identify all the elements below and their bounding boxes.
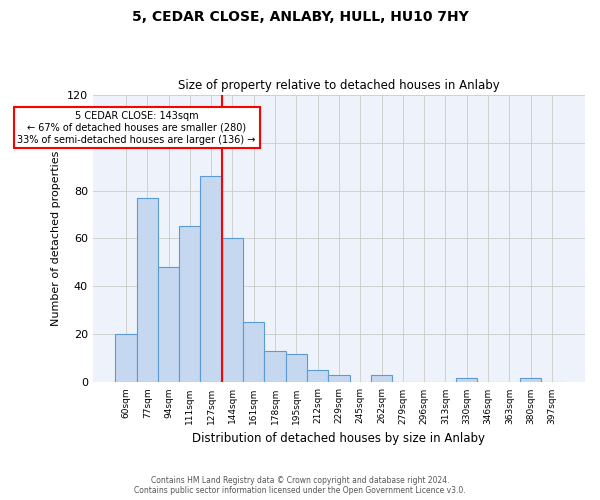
Bar [158,268,179,382]
Bar [307,370,328,382]
Bar [137,198,158,382]
Text: 5 CEDAR CLOSE: 143sqm
← 67% of detached houses are smaller (280)
33% of semi-det: 5 CEDAR CLOSE: 143sqm ← 67% of detached … [17,112,256,144]
Bar [520,378,541,382]
Y-axis label: Number of detached properties: Number of detached properties [52,151,61,326]
Bar [179,226,200,382]
Bar [286,354,307,382]
Bar [200,176,222,382]
Bar [328,375,350,382]
Text: Contains HM Land Registry data © Crown copyright and database right 2024.
Contai: Contains HM Land Registry data © Crown c… [134,476,466,495]
Bar [456,378,478,382]
Bar [115,334,137,382]
Bar [371,375,392,382]
Bar [222,238,243,382]
Title: Size of property relative to detached houses in Anlaby: Size of property relative to detached ho… [178,79,500,92]
Bar [243,322,265,382]
Text: 5, CEDAR CLOSE, ANLABY, HULL, HU10 7HY: 5, CEDAR CLOSE, ANLABY, HULL, HU10 7HY [131,10,469,24]
X-axis label: Distribution of detached houses by size in Anlaby: Distribution of detached houses by size … [193,432,485,445]
Bar [265,351,286,382]
